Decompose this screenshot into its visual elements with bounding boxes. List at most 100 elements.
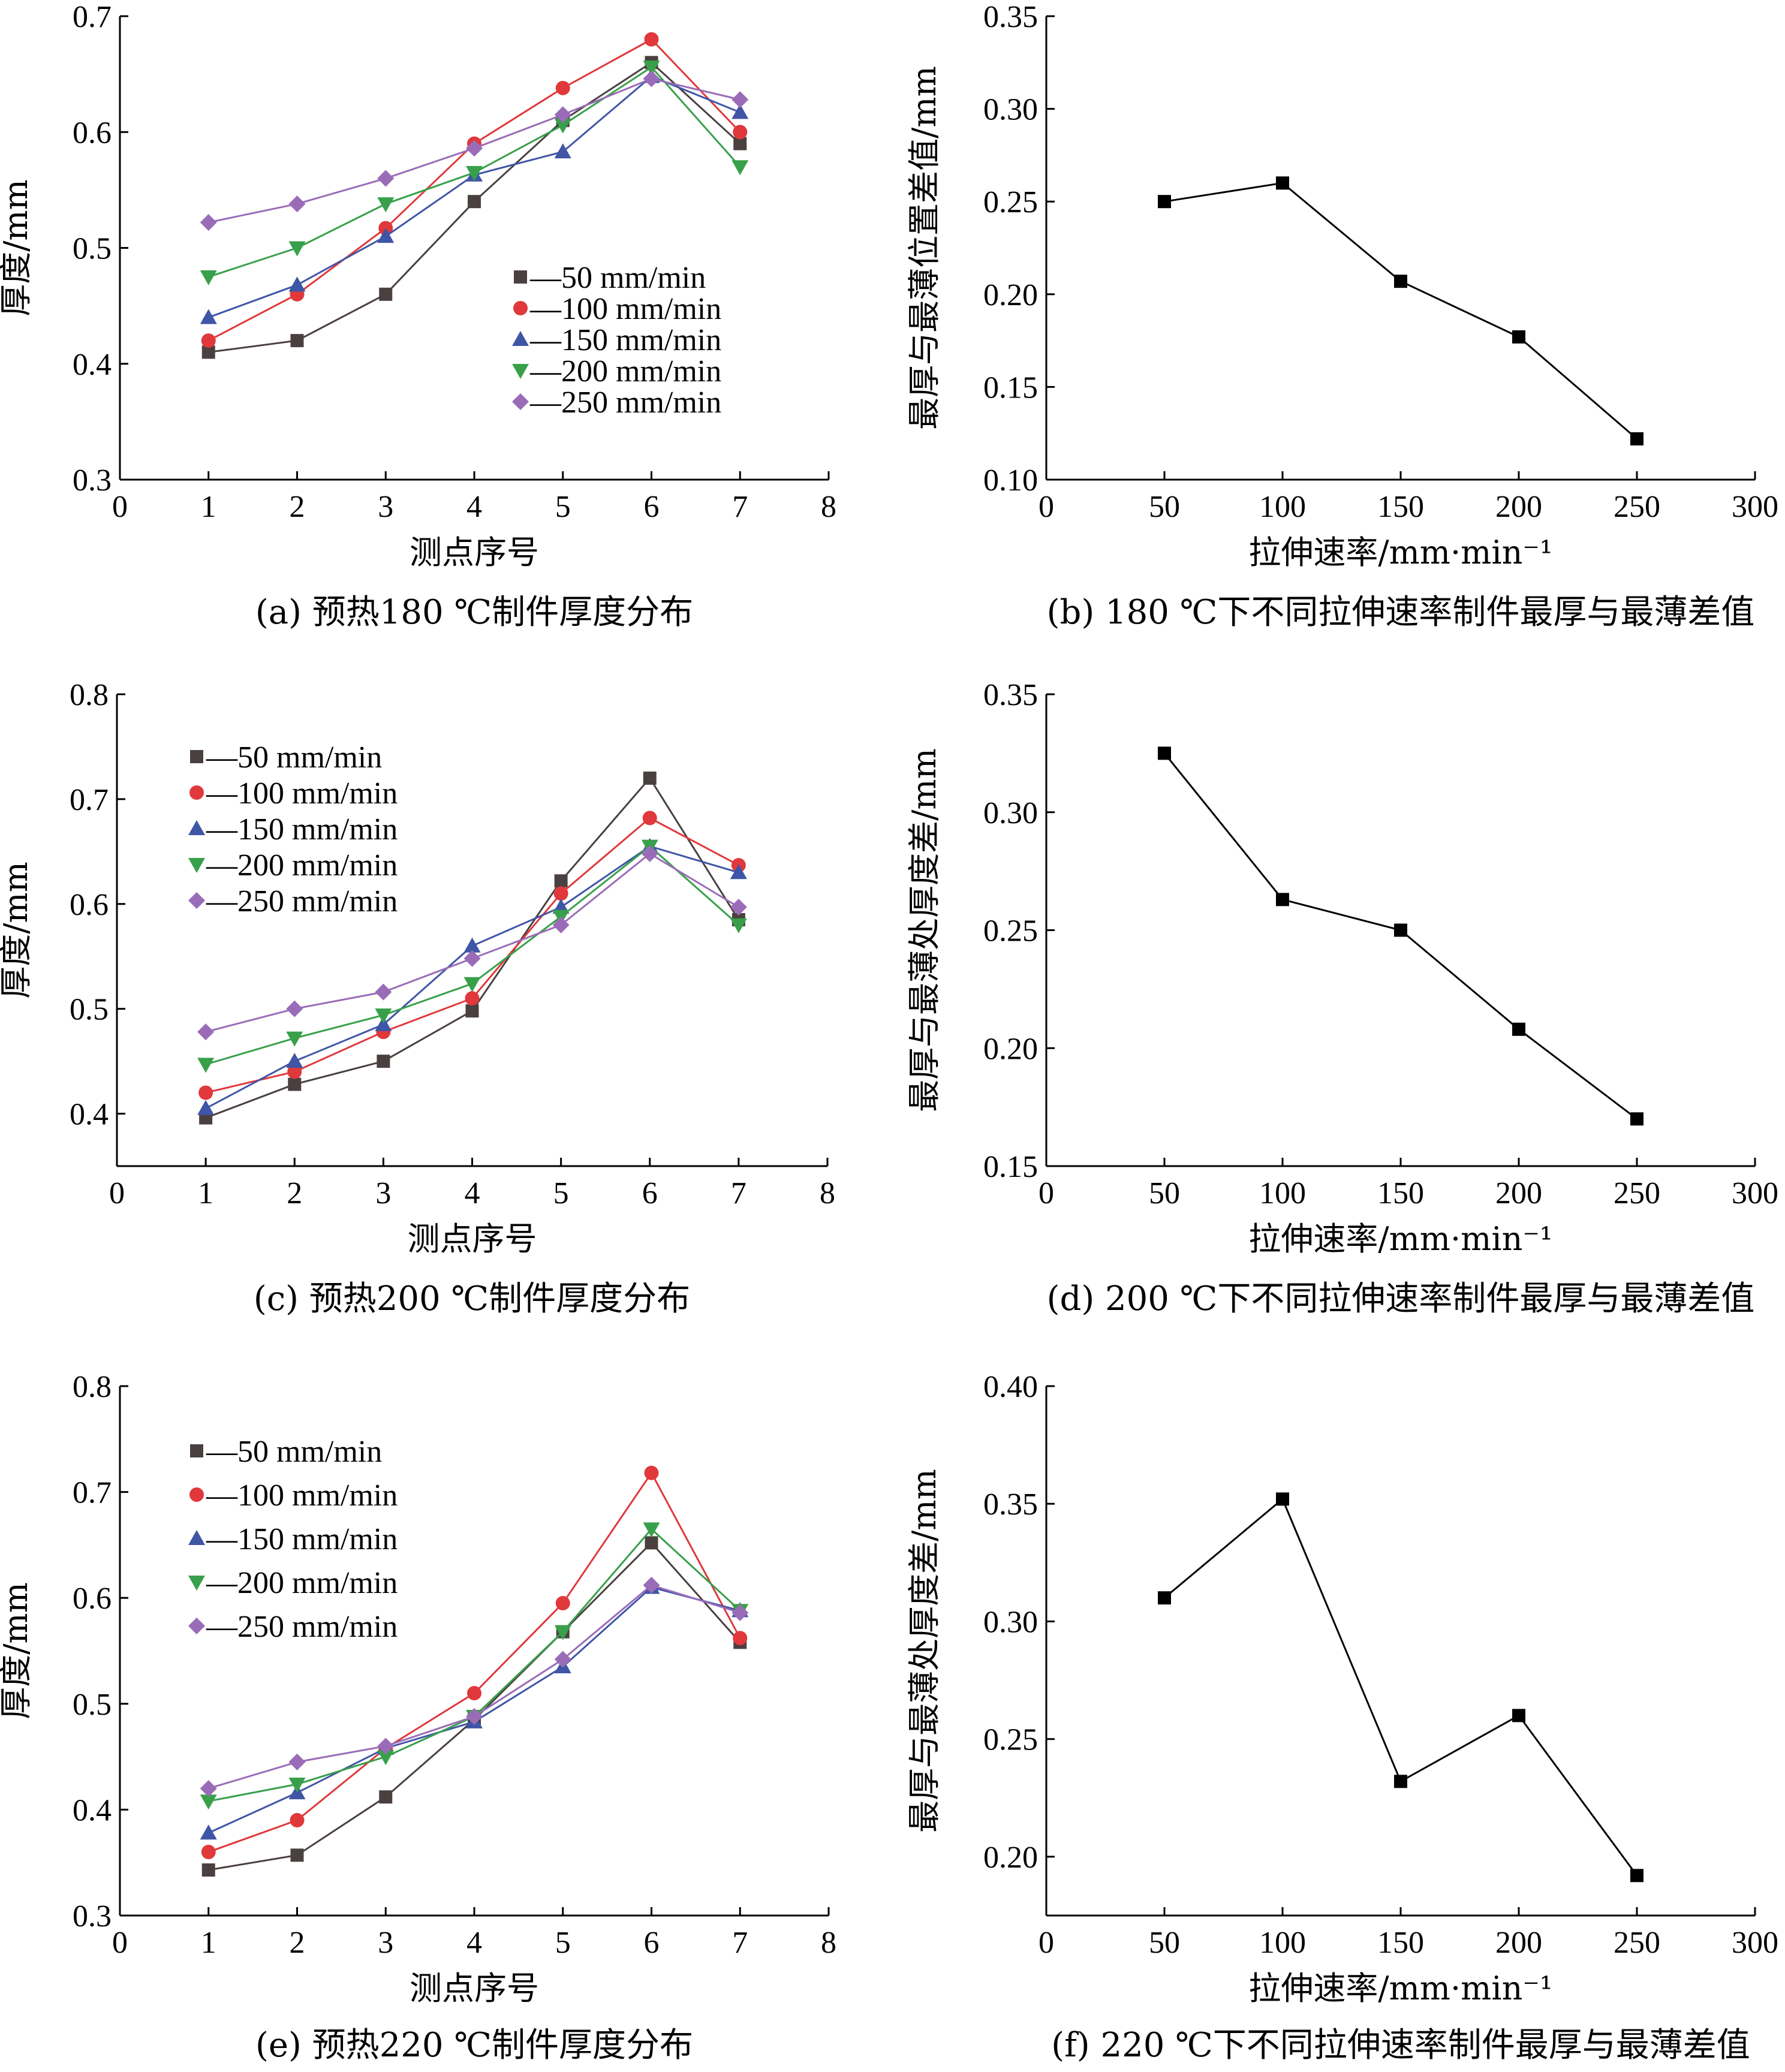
data-point: [554, 143, 571, 159]
legend-marker: [512, 393, 529, 410]
y-tick-label: 0.5: [70, 993, 109, 1027]
y-tick-label: 0.7: [70, 783, 109, 817]
x-tick-label: 250: [1614, 1176, 1660, 1210]
data-point: [466, 165, 483, 181]
data-point: [197, 1023, 215, 1041]
data-point: [201, 1845, 216, 1860]
data-point: [377, 1055, 390, 1068]
legend-entry: —200 mm/min: [206, 1566, 398, 1600]
data-point: [1394, 923, 1407, 937]
data-point: [463, 937, 481, 953]
y-axis-title: 最厚与最薄位置差值/mm: [905, 66, 943, 430]
y-tick-label: 0.25: [983, 185, 1038, 219]
data-point: [288, 195, 306, 213]
x-tick-label: 5: [553, 1176, 569, 1210]
data-point: [288, 1077, 302, 1091]
legend-entry: —250 mm/min: [529, 386, 721, 420]
legend-entry: —100 mm/min: [529, 292, 721, 326]
legend-entry: —150 mm/min: [206, 812, 398, 847]
data-point: [732, 1604, 749, 1621]
data-point: [553, 886, 568, 901]
y-tick-label: 0.5: [73, 1688, 112, 1722]
legend-entry: —150 mm/min: [206, 1522, 398, 1556]
series-line: [1164, 182, 1637, 440]
y-tick-label: 0.3: [73, 463, 112, 498]
data-point: [1512, 1709, 1525, 1722]
data-point: [554, 118, 571, 134]
data-point: [377, 1737, 395, 1755]
data-point: [1512, 330, 1525, 344]
data-point: [1158, 1591, 1171, 1605]
series-line: [1164, 1497, 1638, 1877]
legend-marker: [188, 1530, 205, 1545]
x-tick-label: 1: [201, 1926, 216, 1960]
chart-panel-a: 0 1 2 3 4 5 6 7 8 0.3 0.4 0.5 0.6 0.7 测点序号 厚度/mm (a) 预热1…: [0, 0, 836, 632]
x-tick-label: 250: [1614, 490, 1660, 524]
panel-caption: (e) 预热220 ℃制件厚度分布: [255, 2026, 693, 2065]
x-tick-label: 0: [112, 1926, 128, 1960]
data-point: [554, 1625, 571, 1640]
data-point: [1630, 432, 1643, 445]
legend-marker: [190, 750, 203, 763]
data-point: [645, 1536, 658, 1550]
x-tick-label: 300: [1732, 1176, 1778, 1210]
y-tick-label: 0.35: [983, 0, 1038, 34]
x-tick-label: 0: [1039, 1926, 1054, 1960]
x-tick-label: 200: [1495, 490, 1542, 524]
y-tick-label: 0.8: [70, 678, 109, 712]
legend-entry: —250 mm/min: [206, 884, 398, 918]
data-point: [732, 104, 749, 119]
data-point: [643, 70, 660, 88]
data-point: [733, 1631, 748, 1646]
x-axis-title: 拉伸速率/mm·min⁻¹: [1248, 1220, 1552, 1258]
data-point: [1394, 1775, 1407, 1788]
data-point: [288, 241, 306, 257]
data-point: [200, 1824, 217, 1840]
legend: —50 mm/min—100 mm/min—150 mm/min—200 mm/…: [188, 1435, 398, 1644]
legend-marker: [188, 858, 205, 873]
y-tick-label: 0.30: [983, 1605, 1038, 1639]
data-point: [375, 983, 392, 1001]
data-point: [465, 991, 480, 1006]
data-point: [642, 811, 657, 826]
data-point: [200, 309, 217, 324]
data-point: [377, 197, 395, 213]
legend-entry: —200 mm/min: [206, 848, 398, 883]
legend: —50 mm/min—100 mm/min—150 mm/min—200 mm/…: [512, 261, 721, 420]
data-point: [555, 1596, 570, 1611]
data-point: [463, 950, 481, 967]
legend-marker: [189, 785, 204, 800]
data-point: [644, 32, 659, 47]
x-tick-label: 3: [375, 1176, 391, 1210]
data-point: [643, 771, 657, 785]
data-point: [552, 916, 570, 933]
data-point: [466, 140, 483, 157]
legend: —50 mm/min—100 mm/min—150 mm/min—200 mm/…: [188, 740, 398, 918]
y-tick-label: 0.35: [983, 1487, 1038, 1522]
data-point: [200, 213, 217, 231]
y-axis-title: 厚度/mm: [0, 862, 35, 999]
y-tick-label: 0.3: [73, 1899, 112, 1934]
data-point: [733, 125, 748, 140]
x-tick-label: 0: [1039, 1176, 1054, 1210]
chart-panel-d: 0 50 100 150 200 250 300 0.15 0.20 0.25 0.30 0.35 拉伸…: [905, 678, 1778, 1318]
legend-marker: [512, 331, 529, 346]
legend-entry: —100 mm/min: [206, 1478, 398, 1513]
data-point: [197, 1058, 215, 1073]
x-tick-label: 2: [290, 1926, 305, 1960]
x-tick-label: 0: [1039, 490, 1054, 524]
data-point: [641, 845, 658, 862]
legend-marker: [190, 1444, 203, 1457]
x-tick-label: 200: [1495, 1926, 1542, 1960]
chart-panel-f: 0 50 100 150 200 250 300 0.20 0.25 0.30 0.35 0.40 拉伸…: [905, 1370, 1778, 2065]
legend-entry: —100 mm/min: [206, 776, 398, 811]
chart-panel-b: 0 50 100 150 200 250 300 0.10 0.15 0.20 0.25 0.30 0.…: [905, 0, 1778, 632]
data-point: [1512, 1022, 1525, 1036]
x-tick-label: 5: [555, 490, 571, 524]
x-tick-label: 5: [555, 1926, 571, 1960]
x-tick-label: 300: [1732, 1926, 1778, 1960]
legend-marker: [512, 364, 529, 379]
x-axis-title: 测点序号: [410, 1969, 539, 2007]
data-point: [288, 1778, 306, 1793]
